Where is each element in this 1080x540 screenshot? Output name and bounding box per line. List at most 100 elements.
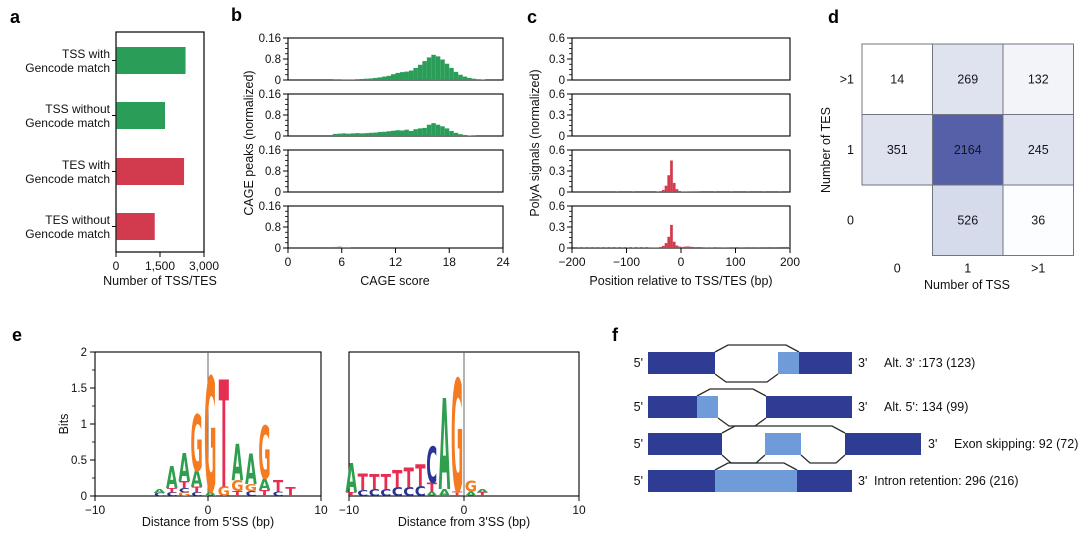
tick-label: 0.16: [259, 33, 281, 45]
hist-bar: [458, 74, 463, 80]
hist-bar: [422, 61, 427, 80]
tick-label: 0.6: [549, 201, 565, 213]
exon-bar-right: [845, 433, 921, 455]
tick-label: −100: [613, 255, 640, 269]
hist-bar: [395, 72, 400, 80]
hist-bar: [713, 247, 717, 248]
splice-row-label: Alt. 5': 134 (99): [884, 400, 968, 414]
tick-label: 0: [559, 131, 565, 143]
tick-label: 0: [275, 131, 281, 143]
hist-bar: [675, 245, 679, 248]
hist-bar: [670, 160, 673, 192]
splice-arc-upper: [696, 388, 767, 397]
heatmap-cell: [1002, 114, 1074, 186]
heatmap-row-label: >1: [840, 72, 854, 86]
logo-letter: G: [231, 477, 243, 495]
hist-bar: [467, 77, 472, 80]
e2-x-axis-title: Distance from 3'SS (bp): [397, 515, 531, 529]
heatmap-col-label: >1: [1031, 262, 1045, 276]
hist-bar: [440, 59, 445, 80]
a-bar: [116, 158, 185, 185]
tick-label: 0: [275, 243, 281, 255]
heatmap-cell: [1002, 184, 1074, 256]
logo-letter: T: [285, 485, 296, 499]
three-prime-label: 3': [858, 400, 867, 414]
hist-bar: [664, 243, 668, 248]
b-y-axis-title: CAGE peaks (normalized): [241, 70, 256, 216]
splice-arc-lower: [717, 417, 767, 427]
hist-bar: [781, 247, 785, 248]
logo-letter: T: [392, 465, 402, 494]
hist-box: [287, 205, 504, 249]
hist-bar: [765, 247, 769, 248]
logo-letter: A: [345, 457, 357, 503]
tick-label: 0: [275, 75, 281, 87]
hist-bar: [661, 190, 665, 192]
hist-bar: [440, 126, 445, 136]
hist-bar: [413, 67, 418, 80]
hist-bar: [659, 191, 662, 192]
heatmap-value: 132: [1028, 72, 1049, 86]
hist-bar: [732, 247, 736, 248]
hist-bar: [691, 246, 695, 248]
a-bar: [116, 213, 155, 240]
tick-label: 0: [81, 491, 87, 503]
three-prime-label: 3': [858, 474, 867, 488]
hist-bar: [784, 246, 788, 248]
hist-bar: [659, 246, 662, 248]
hist-bar: [710, 247, 714, 248]
logo-letter: C: [273, 490, 284, 497]
hist-bar: [757, 247, 761, 248]
tick-label: 200: [780, 255, 800, 269]
tick-label: 100: [725, 255, 745, 269]
hist-bar: [656, 247, 660, 248]
hist-bar: [395, 130, 400, 136]
e1-x-axis-title: Distance from 5'SS (bp): [141, 515, 275, 529]
hist-bar: [751, 247, 755, 248]
splice-arc-lower: [800, 454, 846, 464]
hist-bar: [453, 71, 459, 80]
tick-label: 1,500: [145, 259, 175, 273]
e1-y-axis-title: Bits: [56, 413, 71, 435]
logo-letter: G: [465, 478, 477, 496]
hist-bar: [359, 78, 365, 80]
hist-bar: [730, 247, 733, 248]
logo-letter: C: [415, 485, 426, 500]
hist-bar: [382, 131, 387, 136]
hist-bar: [724, 247, 728, 248]
hist-bar: [735, 247, 739, 248]
hist-bar: [702, 247, 706, 248]
hist-box: [287, 93, 504, 137]
exon-bar-left: [648, 470, 715, 492]
logo-letter: G: [245, 482, 257, 494]
hist-bar: [449, 67, 454, 80]
tick-label: 10: [314, 503, 328, 517]
hist-bar: [332, 246, 338, 248]
tick-label: 0: [285, 255, 292, 269]
panel-label-a: a: [10, 7, 21, 27]
logo-letter: C: [357, 489, 368, 498]
hist-bar: [700, 247, 703, 248]
splice-arc-upper: [714, 344, 800, 353]
logo-letter: T: [259, 489, 270, 498]
alt-segment: [715, 470, 797, 492]
hist-box: [571, 149, 791, 193]
tick-label: 0.16: [259, 201, 281, 213]
hist-bar: [681, 191, 684, 192]
hist-bar: [708, 247, 711, 248]
logo-letter: G: [204, 347, 216, 530]
heatmap-col-label: 1: [964, 262, 971, 276]
logo-letter: T: [381, 472, 391, 495]
hist-bar: [337, 246, 342, 248]
hist-bar: [341, 247, 347, 248]
hist-bar: [449, 131, 454, 136]
tick-label: 1: [81, 419, 87, 431]
hist-bar: [435, 56, 441, 80]
hist-bar: [399, 130, 405, 136]
hist-bar: [476, 79, 481, 80]
hist-bar: [749, 247, 752, 248]
logo-letter: A: [477, 489, 489, 494]
hist-bar: [462, 76, 468, 80]
tick-label: −10: [85, 503, 106, 517]
